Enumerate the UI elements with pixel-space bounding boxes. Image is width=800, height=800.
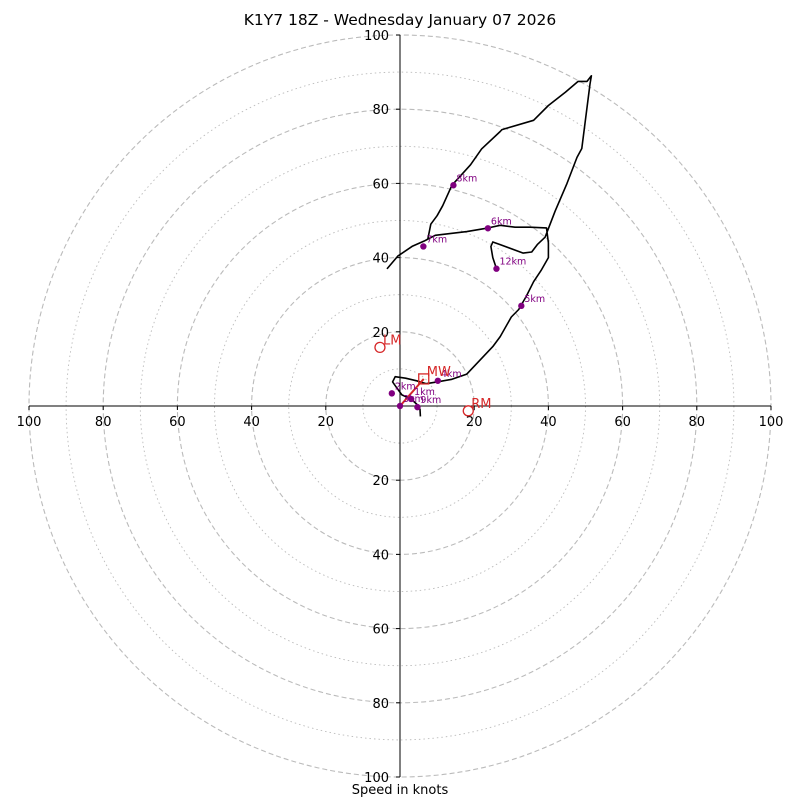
y-tick-label: 40 — [372, 252, 389, 267]
y-tick-label: 20 — [372, 326, 389, 341]
y-tick-label: 80 — [372, 697, 389, 712]
height-label-12km: 12km — [499, 257, 526, 268]
height-point-5km — [518, 302, 525, 310]
storm-marker-RM — [462, 405, 474, 417]
height-label-6km: 6km — [491, 216, 512, 227]
height-point-2km — [388, 390, 396, 397]
height-label-4km: 4km — [441, 369, 462, 380]
storm-label-MW: MW — [427, 365, 451, 380]
height-label-7km: 7km — [426, 234, 447, 245]
height-label-3km: 3km — [403, 394, 424, 405]
x-tick-label: 20 — [318, 415, 335, 430]
height-point-7km — [420, 243, 427, 250]
x-tick-label: 40 — [243, 415, 260, 430]
x-tick-label: 80 — [95, 415, 112, 430]
y-tick-label: 100 — [364, 29, 389, 44]
height-point-4km — [434, 377, 442, 384]
tick-labels: 20 20 20 20 40 40 40 40 60 60 60 60 80 80 80 80 100 100 10… — [17, 29, 784, 786]
height-label-2km: 2km — [395, 381, 416, 392]
y-tick-label: 100 — [364, 771, 389, 786]
x-tick-label: 20 — [466, 415, 483, 430]
y-tick-label: 20 — [372, 474, 389, 489]
height-point-12km — [493, 265, 500, 272]
x-axis-label: Speed in knots — [351, 783, 449, 798]
y-tick-label: 60 — [372, 177, 389, 192]
hodograph-line — [386, 75, 593, 417]
chart-title: K1Y7 18Z - Wednesday January 07 2026 — [243, 11, 557, 29]
height-point-1km — [407, 395, 415, 403]
storm-marker-LM — [374, 341, 386, 354]
storm-motion-markers: LM MW RM — [374, 333, 492, 417]
storm-label-LM: LM — [383, 333, 401, 348]
y-tick-label: 40 — [372, 548, 389, 563]
height-point-8km — [450, 182, 457, 189]
y-tick-label: 60 — [372, 623, 389, 638]
height-label-8km: 8km — [456, 173, 477, 184]
height-point-6km — [484, 225, 492, 232]
x-tick-label: 40 — [540, 415, 557, 430]
x-tick-label: 100 — [17, 415, 42, 430]
hodograph-series — [386, 75, 593, 417]
height-label-1km: 1km — [414, 387, 435, 398]
x-tick-label: 60 — [614, 415, 631, 430]
height-point-9km — [414, 403, 421, 411]
x-tick-label: 80 — [689, 415, 706, 430]
x-tick-label: 100 — [759, 415, 784, 430]
height-point-3km — [396, 402, 404, 410]
height-label-9km: 9km — [420, 395, 441, 406]
storm-marker-MW — [418, 373, 430, 385]
storm-label-RM: RM — [471, 397, 491, 412]
height-label-5km: 5km — [524, 294, 545, 305]
y-tick-label: 80 — [372, 103, 389, 118]
x-tick-label: 60 — [169, 415, 186, 430]
